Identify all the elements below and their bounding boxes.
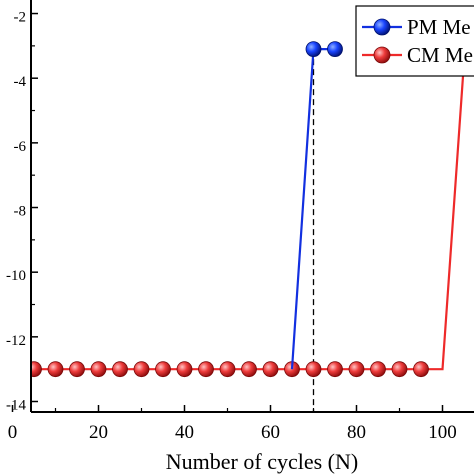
data-point-cm xyxy=(69,361,85,378)
x-tick-label: 80 xyxy=(347,422,366,443)
data-point-cm xyxy=(241,361,257,378)
data-point-cm xyxy=(176,361,193,378)
series-layer xyxy=(31,41,466,378)
legend-pm-label: PM Me xyxy=(407,15,471,39)
legend-box xyxy=(355,5,474,77)
y-tick-label: -2 xyxy=(14,10,27,26)
x-tick-label: 40 xyxy=(175,422,194,443)
data-point-cm xyxy=(155,361,171,378)
y-tick-label: -10 xyxy=(6,268,26,284)
legend: PM Me CM Me xyxy=(355,5,474,77)
legend-cm-marker xyxy=(373,46,391,64)
data-point-cm xyxy=(391,361,408,378)
data-point-cm xyxy=(327,361,343,378)
y-tick-label: -14 xyxy=(6,398,26,414)
data-point-cm xyxy=(262,361,279,378)
y-tick-label: -12 xyxy=(6,333,26,349)
data-point-cm xyxy=(370,361,386,378)
data-point-cm xyxy=(348,361,365,378)
legend-pm-marker xyxy=(373,18,391,36)
data-point-cm xyxy=(219,361,236,378)
x-axis-title: Number of cycles (N) xyxy=(166,449,358,474)
x-axis-ticks: 0 20 40 60 80 100 xyxy=(8,405,457,443)
data-point-cm xyxy=(198,361,214,378)
legend-cm-label: CM Me xyxy=(407,43,473,67)
y-tick-label: -8 xyxy=(14,204,27,220)
x-tick-label: 0 xyxy=(8,422,18,443)
data-point-cm xyxy=(413,361,429,378)
data-point-pm xyxy=(305,41,322,58)
x-tick-label: 20 xyxy=(89,422,108,443)
data-point-cm xyxy=(133,361,150,378)
x-tick-label: 100 xyxy=(428,422,457,443)
y-tick-label: -6 xyxy=(14,139,27,155)
y-tick-label: -4 xyxy=(14,74,27,90)
data-point-cm xyxy=(112,361,128,378)
y-axis-ticks: -14 -12 -10 -8 -6 -4 -2 xyxy=(6,10,38,414)
x-tick-label: 60 xyxy=(261,422,280,443)
data-point-cm xyxy=(90,361,107,378)
legend-item-cm: CM Me xyxy=(362,43,473,67)
series-line-cm xyxy=(34,61,466,371)
data-point-pm xyxy=(327,41,343,58)
data-point-cm xyxy=(31,361,42,378)
data-point-cm xyxy=(305,361,322,378)
legend-item-pm: PM Me xyxy=(362,15,471,39)
data-point-cm xyxy=(47,361,64,378)
